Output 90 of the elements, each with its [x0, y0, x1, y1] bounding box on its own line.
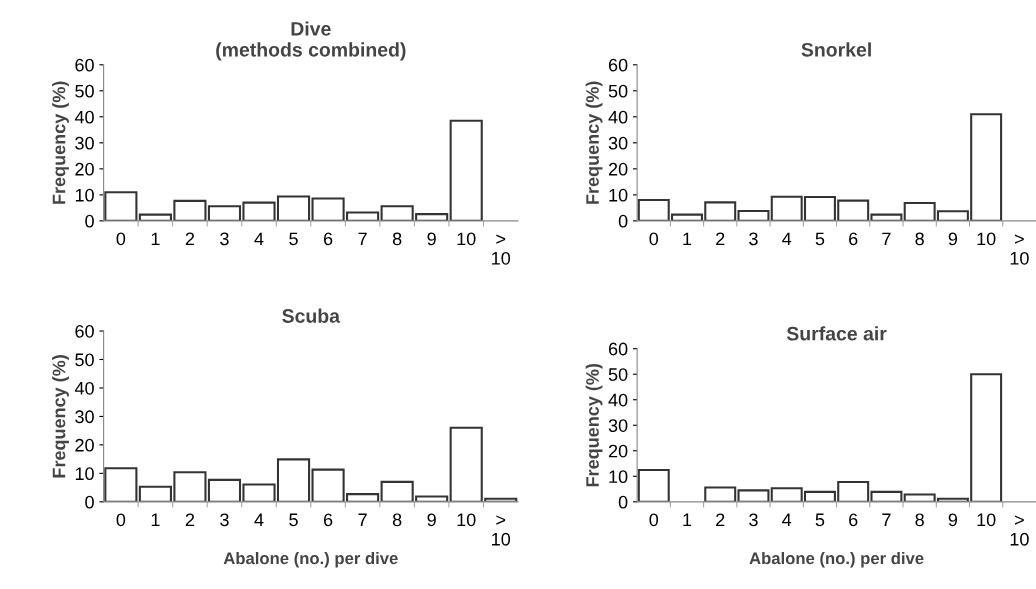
x-tick-label: 10 — [457, 513, 476, 527]
x-tick-label: 6 — [323, 513, 333, 527]
x-tick-label: 1 — [151, 513, 160, 527]
x-tick-label: 4 — [254, 513, 264, 527]
x-tick-label: 7 — [358, 232, 367, 246]
x-tick-label: 3 — [220, 513, 229, 527]
bar — [104, 467, 138, 502]
x-tick-label: 2 — [185, 513, 195, 527]
y-tick-label: 60 — [608, 58, 628, 72]
x-tick-label: 9 — [427, 232, 436, 246]
y-tick-label: 30 — [75, 410, 94, 424]
x-tick-label: 3 — [749, 232, 758, 246]
bar — [449, 119, 483, 221]
y-tick-label: 10 — [75, 467, 94, 481]
x-tick-label: 1 — [683, 513, 692, 527]
y-tick-label: 60 — [75, 324, 94, 338]
y-tick-label: 30 — [608, 419, 628, 432]
x-tick-label: 5 — [815, 232, 825, 246]
y-tick-label: 10 — [609, 188, 628, 202]
x-tick-label: 9 — [427, 513, 436, 527]
x-tick-label: 0 — [116, 513, 126, 527]
y-tick-label: 30 — [75, 136, 94, 150]
y-tick-label: 0 — [85, 495, 94, 509]
x-tick-label: 6 — [849, 513, 858, 527]
x-tick-label: 5 — [815, 513, 825, 527]
x-tick-label: 8 — [915, 232, 924, 246]
y-tick-label: 40 — [608, 393, 628, 407]
x-tick-label: 10 — [977, 513, 996, 527]
y-tick-label: 50 — [608, 84, 628, 98]
y-tick-label: 20 — [608, 162, 628, 176]
chart-title: Surface air — [786, 326, 887, 341]
x-tick-label: 2 — [185, 232, 195, 246]
x-tick-label: 0 — [649, 513, 659, 527]
x-tick-label: 5 — [289, 513, 298, 527]
x-axis-title: Abalone (no.) per dive — [223, 552, 398, 568]
x-tick-label: 8 — [915, 513, 924, 527]
x-tick-label: 8 — [392, 513, 402, 527]
y-tick-label: 0 — [85, 214, 94, 228]
x-tick-label: 7 — [882, 513, 891, 527]
x-tick-label: 10 — [457, 232, 476, 246]
y-tick-label: 20 — [608, 444, 628, 458]
x-tick-label: 5 — [289, 232, 298, 246]
y-tick-label: 50 — [75, 353, 94, 367]
x-tick-label: 2 — [716, 513, 725, 527]
x-tick-label: 0 — [116, 232, 126, 246]
x-tick-label: 9 — [948, 513, 958, 527]
x-tick-label: 7 — [358, 513, 367, 527]
x-axis-title: Abalone (no.) per dive — [749, 552, 924, 568]
chart-title: Scuba — [282, 308, 341, 323]
y-tick-label: 60 — [608, 342, 628, 356]
x-tick-label: 0 — [649, 232, 659, 246]
x-tick-label: 6 — [849, 232, 858, 246]
x-tick-label: > 10 — [1010, 515, 1029, 546]
y-tick-label: 0 — [618, 495, 628, 509]
x-tick-label: 8 — [392, 232, 402, 246]
y-tick-label: 40 — [74, 110, 94, 124]
x-tick-label: > 10 — [492, 234, 511, 265]
y-tick-label: 10 — [75, 188, 94, 202]
y-tick-label: 20 — [75, 162, 94, 176]
x-tick-label: 1 — [151, 232, 160, 246]
x-tick-label: 4 — [782, 513, 792, 527]
y-tick-label: 50 — [75, 84, 94, 98]
x-tick-label: 3 — [220, 232, 229, 246]
x-tick-label: 7 — [882, 232, 891, 246]
y-tick-label: 50 — [608, 368, 628, 381]
chart-title: Dive (methods combined) — [216, 21, 406, 61]
x-tick-label: 4 — [782, 232, 792, 246]
y-tick-label: 40 — [608, 110, 628, 124]
y-axis-title: Frequency (%) — [52, 81, 69, 204]
x-tick-label: 2 — [716, 232, 725, 246]
chart-title: Snorkel — [801, 42, 871, 57]
x-tick-label: 3 — [749, 513, 758, 527]
y-tick-label: 40 — [74, 381, 94, 395]
y-axis-title: Frequency (%) — [585, 81, 603, 204]
bar — [104, 191, 138, 221]
y-tick-label: 60 — [75, 58, 94, 72]
x-tick-label: 9 — [948, 232, 958, 246]
y-axis-title: Frequency (%) — [585, 363, 603, 487]
x-tick-label: 1 — [683, 232, 692, 246]
x-tick-label: 4 — [254, 232, 264, 246]
x-tick-label: 10 — [977, 232, 996, 246]
x-tick-label: 6 — [323, 232, 333, 246]
x-tick-label: > 10 — [1010, 234, 1029, 265]
y-tick-label: 20 — [75, 438, 94, 452]
y-tick-label: 10 — [609, 470, 628, 484]
bar — [637, 468, 670, 502]
y-tick-label: 30 — [608, 136, 628, 150]
y-tick-label: 0 — [618, 214, 628, 228]
y-axis-title: Frequency (%) — [52, 355, 69, 478]
x-tick-label: > 10 — [492, 515, 511, 546]
